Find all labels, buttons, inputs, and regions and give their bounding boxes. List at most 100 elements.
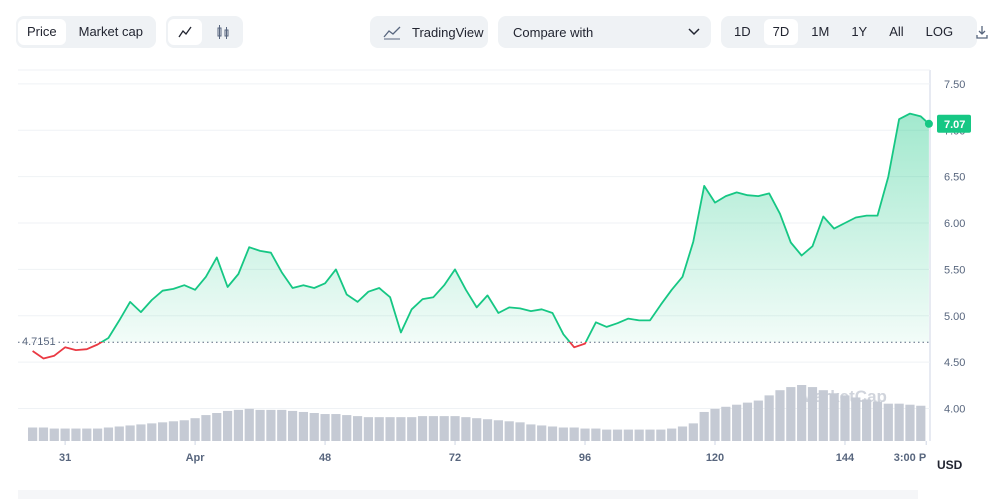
volume-bar bbox=[905, 404, 915, 441]
volume-bar bbox=[862, 399, 872, 441]
volume-bar bbox=[103, 427, 114, 441]
x-tick-label: 72 bbox=[449, 452, 461, 464]
volume-bar bbox=[190, 418, 200, 441]
last-price-label: 7.07 bbox=[944, 119, 965, 131]
y-tick-label: 6.50 bbox=[944, 172, 965, 184]
baseline-label-bg bbox=[20, 333, 58, 349]
volume-bar bbox=[547, 426, 558, 441]
volume-bar bbox=[537, 425, 547, 441]
last-point bbox=[924, 119, 933, 128]
x-tick-label: 31 bbox=[59, 452, 71, 464]
tab[interactable]: Market cap bbox=[78, 24, 143, 39]
tab[interactable]: Price bbox=[18, 19, 66, 45]
volume-bar bbox=[233, 409, 244, 441]
volume-bar bbox=[797, 385, 807, 441]
range-group: 1D 7D 1M 1Y All LOG bbox=[721, 16, 988, 48]
volume-bar bbox=[49, 428, 59, 441]
volume-bar bbox=[287, 410, 298, 441]
volume-bar bbox=[222, 410, 233, 441]
volume-bar bbox=[266, 409, 276, 441]
baseline-label: 4.7151 bbox=[22, 336, 56, 348]
volume-bar bbox=[872, 401, 883, 441]
line-chart-button[interactable] bbox=[168, 19, 202, 45]
volume-bar bbox=[602, 429, 612, 441]
tradingview-button[interactable]: TradingView bbox=[370, 16, 488, 48]
price-area bbox=[101, 113, 929, 343]
volume-bar bbox=[688, 423, 698, 441]
volume-bar bbox=[742, 402, 753, 441]
volume-bar bbox=[818, 390, 828, 441]
y-tick-label: 5.50 bbox=[944, 264, 965, 276]
volume-bar bbox=[352, 416, 363, 441]
volume-bar bbox=[916, 405, 926, 441]
volume-bar bbox=[569, 427, 579, 441]
x-tick-label: 120 bbox=[706, 452, 724, 464]
price-line bbox=[32, 112, 930, 360]
volume-bar bbox=[656, 429, 666, 441]
volume-bar bbox=[168, 421, 179, 441]
volume-bar bbox=[623, 429, 633, 441]
volume-bar bbox=[461, 417, 471, 441]
volume-bar bbox=[482, 419, 493, 441]
range-button[interactable]: All bbox=[889, 24, 904, 39]
range-button[interactable]: 7D bbox=[763, 19, 799, 45]
volume-bar bbox=[428, 416, 438, 441]
volume-bar bbox=[851, 397, 861, 441]
volume-bar bbox=[645, 429, 655, 441]
volume-bar bbox=[883, 403, 893, 441]
x-tick-label: 48 bbox=[319, 452, 331, 464]
volume-bar bbox=[721, 406, 731, 441]
volume-bar bbox=[255, 409, 265, 441]
volume-bar bbox=[114, 426, 124, 441]
scrollbar bbox=[18, 490, 918, 499]
compare-dropdown[interactable]: Compare with bbox=[498, 16, 711, 48]
x-tick-label: 3:00 P bbox=[894, 452, 926, 464]
volume-bar bbox=[277, 409, 287, 441]
watermark: MarketCap bbox=[800, 387, 887, 406]
volume-bar bbox=[472, 418, 482, 441]
candle-chart-button[interactable] bbox=[206, 19, 240, 45]
volume-bar bbox=[612, 429, 623, 441]
volume-bar bbox=[786, 387, 796, 441]
volume-bar bbox=[764, 395, 774, 441]
volume-bar bbox=[309, 413, 319, 441]
volume-bar bbox=[60, 428, 70, 441]
volume-bar bbox=[125, 425, 135, 441]
y-tick-label: 4.00 bbox=[944, 404, 965, 416]
volume-bar bbox=[417, 416, 428, 441]
volume-bar bbox=[667, 428, 677, 441]
volume-bar bbox=[71, 428, 81, 441]
range-button[interactable]: 1M bbox=[811, 24, 830, 39]
volume-bar bbox=[807, 387, 818, 441]
log-button[interactable]: LOG bbox=[925, 24, 954, 39]
tab-group: Price Market cap bbox=[16, 16, 156, 48]
x-tick-label: 96 bbox=[579, 452, 591, 464]
volume-bar bbox=[775, 390, 785, 441]
y-tick-label: 4.50 bbox=[944, 357, 965, 369]
volume-bar bbox=[732, 404, 742, 441]
volume-bar bbox=[840, 395, 850, 441]
volume-bar bbox=[363, 417, 373, 441]
range-button[interactable]: 1Y bbox=[851, 24, 868, 39]
volume-bar bbox=[157, 422, 168, 441]
volume-bar bbox=[504, 421, 514, 441]
volume-bar bbox=[634, 429, 644, 441]
volume-bar bbox=[580, 428, 590, 441]
volume-bar bbox=[699, 411, 709, 441]
volume-bar bbox=[710, 408, 720, 441]
x-tick-label: Apr bbox=[186, 452, 206, 464]
volume-bar bbox=[396, 417, 406, 441]
volume-bar bbox=[38, 427, 49, 441]
y-tick-label: 6.00 bbox=[944, 218, 965, 230]
volume-bar bbox=[439, 416, 449, 441]
volume-bar bbox=[179, 420, 189, 441]
y-tick-label: 7.00 bbox=[944, 125, 965, 137]
volume-bar bbox=[515, 422, 525, 441]
volume-bar bbox=[407, 417, 417, 441]
volume-bar bbox=[212, 413, 222, 441]
download-button[interactable] bbox=[966, 19, 991, 45]
range-button[interactable]: 1D bbox=[734, 24, 751, 39]
volume-bar bbox=[677, 426, 688, 441]
volume-bar bbox=[450, 416, 460, 441]
